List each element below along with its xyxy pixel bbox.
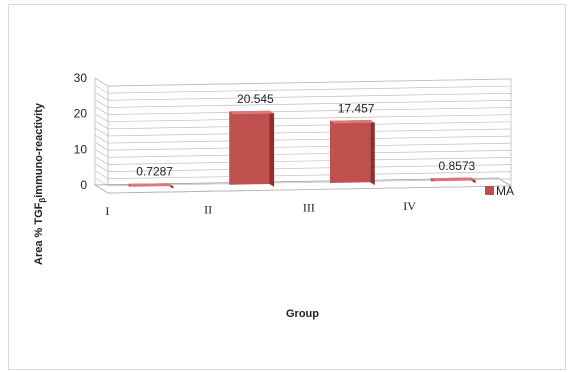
gridline-side [94, 149, 109, 158]
bar-front [330, 120, 371, 183]
data-labels: 0.7287 20.545 17.457 0.8573 [136, 92, 475, 178]
data-label: 0.7287 [136, 165, 173, 179]
y-tick-label: 30 [74, 71, 88, 85]
gridline-side [94, 84, 109, 94]
gridline [107, 121, 512, 130]
x-tick-label: IV [403, 199, 416, 213]
x-tick-label: II [204, 202, 212, 216]
gridline-side [94, 163, 109, 172]
gridline [107, 135, 512, 144]
bar-top [128, 183, 174, 187]
x-tick-label: I [105, 204, 109, 218]
gridline [107, 114, 512, 123]
gridline-side [94, 141, 109, 151]
x-axis-categories: I II III IV [105, 199, 416, 218]
gridline [107, 107, 512, 115]
gridline-side [94, 156, 109, 165]
gridline-side [94, 170, 109, 180]
bar [430, 177, 476, 184]
gridline-side [94, 99, 109, 108]
data-label: 0.8573 [439, 159, 476, 173]
bar [229, 110, 275, 187]
y-tick-label: 10 [74, 142, 88, 156]
gridline-side [94, 91, 109, 101]
side-wall [94, 77, 109, 194]
bar-front [229, 110, 270, 185]
gridline-side [94, 120, 109, 130]
gridline-side [94, 134, 109, 144]
data-label: 20.545 [237, 92, 274, 106]
bar-side [370, 120, 375, 186]
gridline [107, 157, 512, 165]
gridline-side [94, 77, 109, 87]
bar-top [330, 120, 375, 124]
y-axis-title: Area % TGFβimmuno-reactivity [33, 102, 47, 265]
y-tick-label: 0 [80, 178, 87, 192]
x-tick-label: III [303, 201, 315, 215]
gridline [107, 100, 512, 108]
bar-side [269, 110, 275, 187]
gridline [107, 142, 512, 151]
gridline-side [94, 177, 109, 187]
gridline [107, 185, 512, 194]
gridline-side [94, 184, 109, 194]
bars [128, 110, 476, 189]
gridline [107, 92, 512, 101]
gridline-side [94, 106, 109, 115]
bar [128, 183, 174, 189]
bar [330, 120, 375, 186]
gridlines [93, 77, 513, 194]
x-axis-title: Group [286, 308, 319, 320]
y-axis-ticks: 0 10 20 30 [74, 71, 88, 192]
gridline-side [94, 127, 109, 137]
gridline [107, 128, 512, 137]
gridline [107, 164, 512, 172]
legend-swatch-ma [485, 186, 494, 195]
data-label: 17.457 [338, 101, 375, 115]
y-tick-label: 20 [74, 107, 88, 121]
legend-label-ma: MA [496, 184, 514, 198]
bar-top [430, 177, 476, 181]
gridline [107, 171, 512, 180]
gridline [107, 85, 512, 94]
gridline [107, 149, 512, 158]
bar-top [229, 110, 275, 115]
gridline-side [94, 113, 109, 122]
gridline [107, 78, 512, 87]
